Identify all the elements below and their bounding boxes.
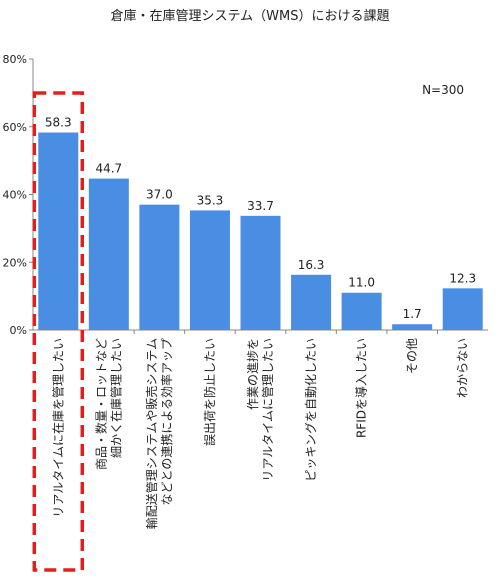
bar (341, 292, 382, 330)
y-tick-label: 20% (3, 256, 27, 269)
data-label: 12.3 (449, 271, 476, 285)
chart-title: 倉庫・在庫管理システム（WMS）における課題 (111, 8, 390, 24)
data-label: 16.3 (298, 258, 325, 272)
category-labels: リアルタイムに在庫を管理したい 商品・数量・ロットなど 細かく在庫管理したい 輸配送管… (50, 338, 469, 529)
y-tick-label: 0% (10, 324, 27, 337)
data-label: 58.3 (45, 116, 72, 130)
data-label: 35.3 (197, 193, 224, 207)
data-label: 1.7 (403, 307, 422, 321)
category-label: 細かく在庫管理したい (108, 338, 123, 458)
sample-size-label: N=300 (422, 83, 464, 97)
data-label: 37.0 (146, 188, 173, 202)
bar (38, 132, 79, 330)
category-label: 作業の進捗を (246, 338, 260, 410)
bars (38, 132, 483, 330)
bar (139, 204, 180, 330)
highlight-box (32, 91, 85, 572)
y-tick-label: 80% (3, 53, 27, 66)
bar (392, 324, 433, 330)
bar (88, 178, 129, 330)
category-label: その他 (405, 338, 419, 374)
category-label: リアルタイムに在庫を管理したい (50, 338, 65, 518)
category-label: RFIDを導入したい (355, 338, 369, 438)
y-tick-label: 40% (3, 189, 27, 202)
category-label: リアルタイムに管理したい (260, 338, 275, 482)
y-tick-label: 60% (3, 121, 27, 134)
category-label: 誤出荷を防止したい (202, 338, 217, 446)
category-label: ピッキングを自動化したい (304, 338, 318, 482)
bar (442, 288, 483, 330)
bar (189, 210, 230, 330)
bar (291, 274, 332, 330)
bar (240, 215, 281, 330)
category-label: 輸配送管理システムや販売システム (144, 338, 159, 529)
data-label: 44.7 (95, 162, 122, 176)
category-label: 商品・数量・ロットなど (93, 338, 108, 470)
category-label: わからない (456, 338, 470, 398)
category-label: などとの連携による効率アップ (159, 338, 174, 506)
data-label: 11.0 (348, 276, 375, 290)
value-labels: 58.3 44.7 37.0 35.3 33.7 16.3 11.0 1.7 12.3 (45, 116, 476, 322)
data-label: 33.7 (247, 199, 274, 213)
